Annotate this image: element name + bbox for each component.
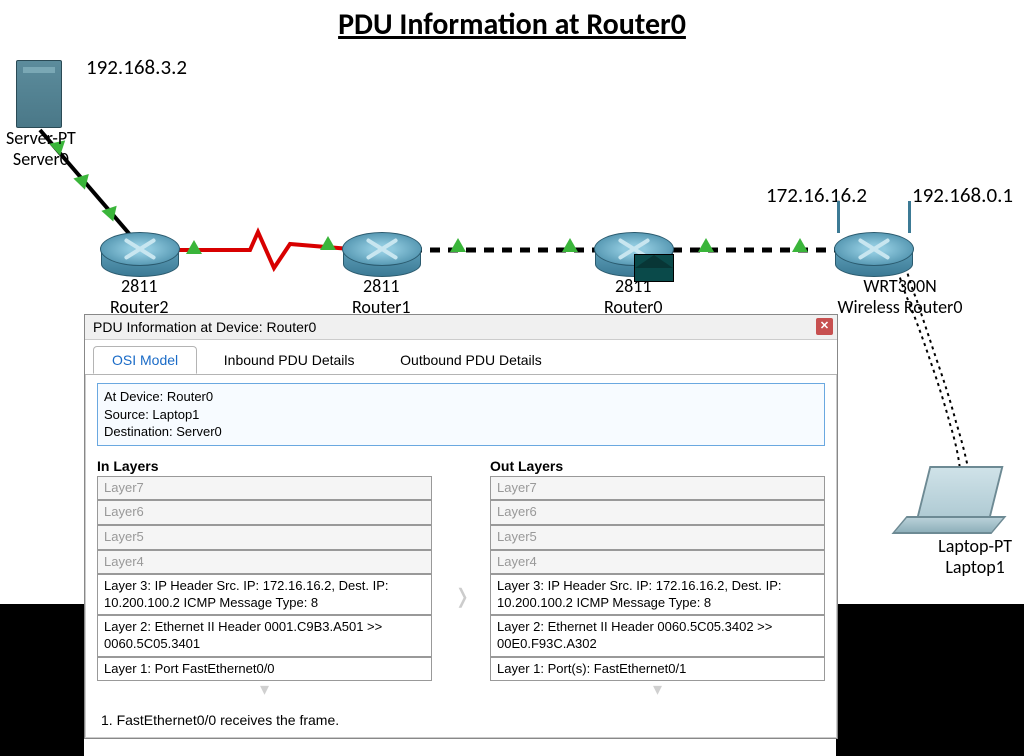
device-label-laptop: Laptop-PTLaptop1	[938, 536, 1012, 577]
out-layer3[interactable]: Layer 3: IP Header Src. IP: 172.16.16.2,…	[490, 574, 825, 615]
in-layer4: Layer4	[97, 550, 432, 575]
pdu-dialog: PDU Information at Device: Router0 ✕ OSI…	[84, 314, 838, 739]
link-indicator	[450, 238, 466, 252]
device-label-server: Server-PTServer0	[6, 128, 76, 169]
device-info-box: At Device: Router0 Source: Laptop1 Desti…	[97, 383, 825, 446]
device-label-wireless-router: WRT300NWireless Router0	[820, 276, 980, 317]
in-layer7: Layer7	[97, 476, 432, 501]
server-icon	[16, 60, 62, 128]
out-layer6: Layer6	[490, 500, 825, 525]
router1-icon	[342, 232, 422, 266]
in-layer1[interactable]: Layer 1: Port FastEthernet0/0	[97, 657, 432, 682]
link-indicator	[792, 238, 808, 252]
device-label-router0: 2811Router0	[604, 276, 663, 317]
out-layer5: Layer5	[490, 525, 825, 550]
router2-icon	[100, 232, 180, 266]
destination: Destination: Server0	[104, 423, 818, 441]
in-layers-header: In Layers	[97, 458, 432, 474]
at-device: At Device: Router0	[104, 388, 818, 406]
in-layer5: Layer5	[97, 525, 432, 550]
in-layer3[interactable]: Layer 3: IP Header Src. IP: 172.16.16.2,…	[97, 574, 432, 615]
link-indicator	[320, 236, 336, 250]
wireless-router-icon	[834, 232, 914, 266]
out-layers-header: Out Layers	[490, 458, 825, 474]
dialog-title-bar: PDU Information at Device: Router0 ✕	[85, 315, 837, 340]
out-layer1[interactable]: Layer 1: Port(s): FastEthernet0/1	[490, 657, 825, 682]
tab-inbound-pdu[interactable]: Inbound PDU Details	[205, 346, 374, 374]
source: Source: Laptop1	[104, 406, 818, 424]
in-layers-column: In Layers Layer7 Layer6 Layer5 Layer4 La…	[97, 454, 432, 701]
out-layer7: Layer7	[490, 476, 825, 501]
dialog-tabs: OSI Model Inbound PDU Details Outbound P…	[85, 340, 837, 375]
ip-label-server: 192.168.3.2	[86, 54, 187, 80]
chevron-down-icon: ▾	[97, 679, 432, 700]
out-layer4: Layer4	[490, 550, 825, 575]
laptop-icon	[923, 466, 999, 534]
chevron-down-icon: ▾	[490, 679, 825, 700]
tab-outbound-pdu[interactable]: Outbound PDU Details	[381, 346, 561, 374]
link-indicator	[562, 238, 578, 252]
link-indicator	[73, 168, 94, 189]
page-title: PDU Information at Router0	[338, 6, 686, 43]
in-layer2[interactable]: Layer 2: Ethernet II Header 0001.C9B3.A5…	[97, 615, 432, 656]
ip-label-wr-right: 192.168.0.1	[912, 182, 1013, 208]
link-indicator	[101, 200, 122, 221]
process-note: 1. FastEthernet0/0 receives the frame.	[85, 706, 837, 738]
device-label-router1: 2811Router1	[352, 276, 411, 317]
close-button[interactable]: ✕	[816, 318, 833, 335]
arrow-icon: ❭	[454, 454, 468, 609]
device-label-router2: 2811Router2	[110, 276, 169, 317]
in-layer6: Layer6	[97, 500, 432, 525]
out-layers-column: Out Layers Layer7 Layer6 Layer5 Layer4 L…	[490, 454, 825, 701]
link-indicator	[186, 240, 202, 254]
ip-label-wr-left: 172.16.16.2	[766, 182, 867, 208]
out-layer2[interactable]: Layer 2: Ethernet II Header 0060.5C05.34…	[490, 615, 825, 656]
tab-osi-model[interactable]: OSI Model	[93, 346, 197, 374]
pdu-envelope-icon	[634, 254, 674, 282]
link-indicator	[698, 238, 714, 252]
dialog-title: PDU Information at Device: Router0	[93, 319, 316, 335]
